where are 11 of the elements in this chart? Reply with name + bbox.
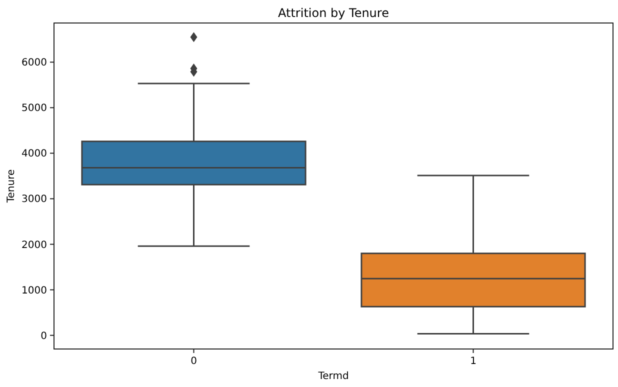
y-tick-label: 0	[40, 330, 47, 342]
y-tick-label: 6000	[22, 58, 47, 69]
x-axis-title: Termd	[317, 371, 349, 382]
y-tick-label: 2000	[22, 240, 47, 251]
x-tick-label: 1	[470, 356, 476, 367]
y-tick-label: 1000	[22, 285, 47, 296]
y-axis-title: Tenure	[6, 169, 17, 204]
chart-title: Attrition by Tenure	[278, 6, 389, 20]
y-tick-label: 4000	[22, 148, 47, 160]
y-tick-label: 3000	[22, 194, 47, 206]
y-tick-label: 5000	[22, 103, 47, 114]
